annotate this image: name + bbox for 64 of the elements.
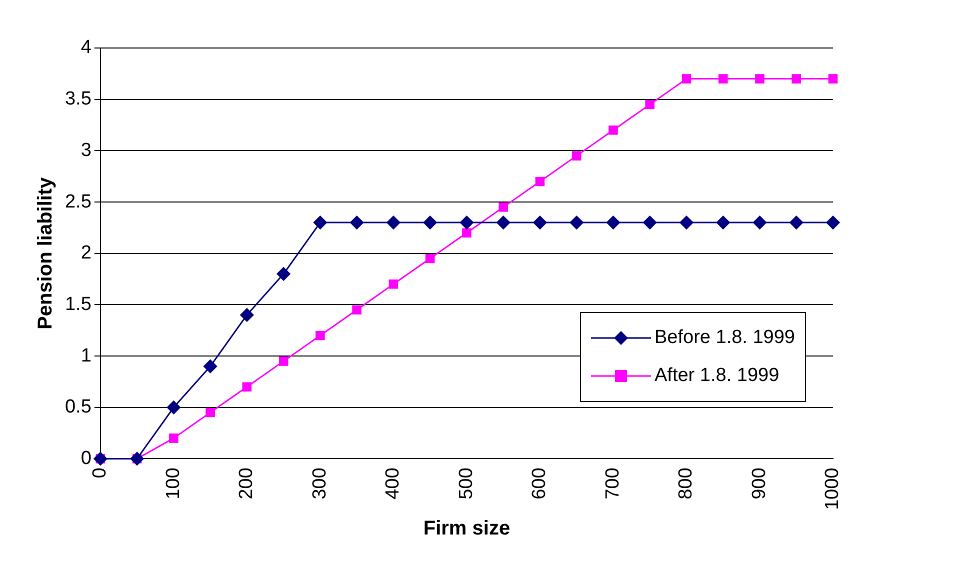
point: [755, 74, 764, 84]
y-tick-label: 2.5: [64, 191, 92, 212]
point: [498, 202, 508, 212]
point: [130, 452, 144, 466]
y-tick-label: 4: [80, 37, 92, 58]
y-axis-title: Pension liability: [34, 176, 57, 330]
point: [388, 280, 398, 289]
point: [166, 400, 180, 414]
x-tick-label: 800: [676, 468, 697, 500]
point: [276, 267, 290, 281]
point: [242, 382, 252, 392]
x-tick-label: 1000: [822, 468, 844, 510]
point: [240, 308, 254, 322]
y-tick-label: 3: [80, 140, 92, 161]
point: [352, 305, 362, 314]
point: [169, 434, 178, 443]
x-axis-title: Firm size: [423, 518, 510, 540]
point: [792, 74, 802, 84]
y-tick-label: 2: [80, 242, 92, 264]
point: [206, 408, 215, 418]
point: [313, 216, 327, 230]
x-tick-label: 300: [309, 468, 330, 500]
point: [570, 216, 584, 230]
x-tick-label: 700: [602, 468, 624, 500]
point: [316, 330, 325, 340]
legend-label: After 1.8. 1999: [654, 365, 780, 387]
point: [572, 151, 582, 160]
point: [462, 228, 472, 238]
point: [535, 176, 545, 186]
x-tick-label: 600: [529, 468, 550, 500]
point: [350, 216, 364, 230]
y-tick-label: 1: [80, 345, 92, 366]
x-tick-label: 500: [456, 468, 477, 500]
point: [606, 216, 620, 230]
x-tick-label: 400: [382, 468, 404, 500]
point: [680, 216, 694, 230]
point: [608, 126, 618, 135]
y-tick-label: 1.5: [64, 294, 92, 315]
point: [204, 360, 218, 374]
point: [716, 216, 730, 230]
y-tick-label: 0.5: [64, 396, 92, 418]
x-tick-label: 100: [162, 468, 184, 500]
legend-label: Before 1.8. 1999: [654, 327, 795, 349]
point: [826, 216, 840, 230]
point: [718, 74, 728, 84]
x-tick-label: 900: [748, 468, 770, 500]
point: [682, 74, 692, 84]
x-tick-label: 200: [236, 468, 258, 500]
point: [94, 452, 108, 466]
y-tick-label: 3.5: [64, 88, 92, 110]
point: [425, 254, 435, 264]
point: [828, 74, 838, 84]
point: [386, 216, 400, 230]
x-tick-label: 0: [90, 468, 111, 478]
point: [278, 356, 288, 366]
point: [460, 216, 474, 230]
point: [533, 216, 547, 230]
point: [496, 216, 510, 230]
point: [423, 216, 437, 230]
point: [790, 216, 804, 230]
point: [752, 216, 766, 230]
point: [645, 100, 654, 110]
point: [643, 216, 657, 230]
y-tick-label: 0: [80, 448, 92, 469]
